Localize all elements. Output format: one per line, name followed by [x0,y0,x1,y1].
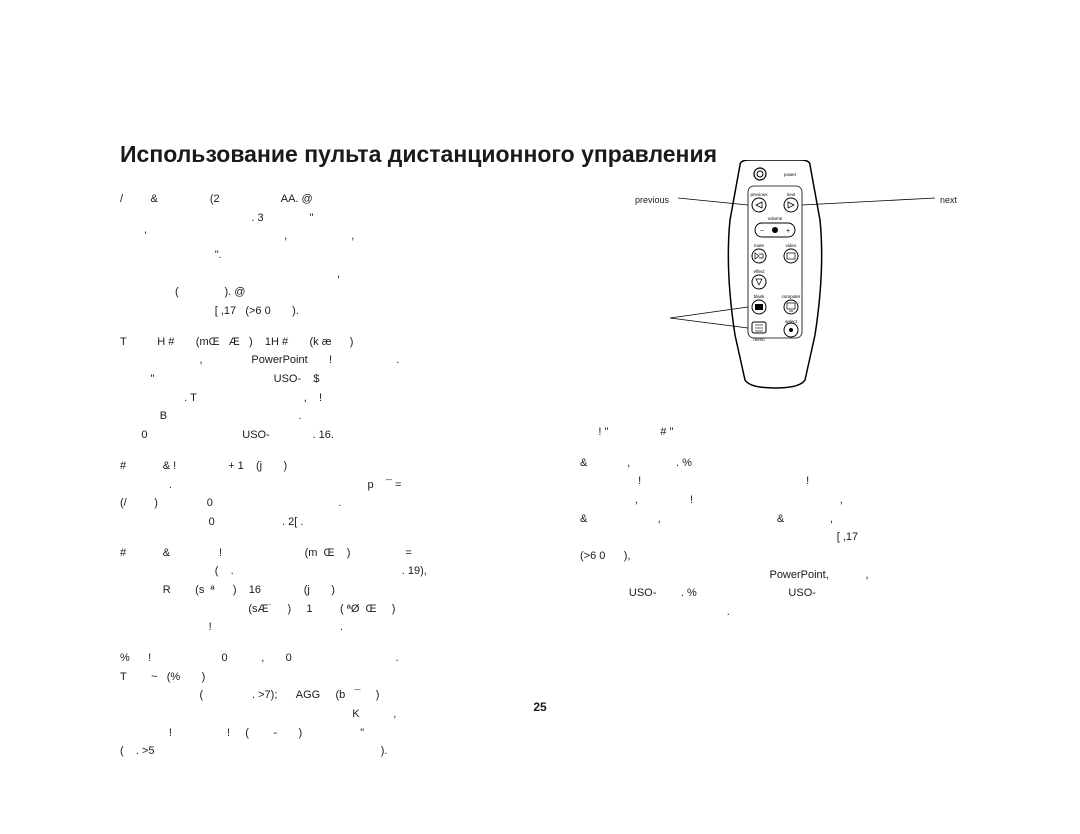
btn-label-computer: computer [782,294,801,299]
btn-label-mute: mute [754,243,765,248]
btn-label-menu: menu [753,337,765,342]
label-previous: previous [635,195,669,205]
btn-label-effect: effect [754,269,766,274]
page-number: 25 [533,700,546,714]
right-para-2: & , . % ! ! , ! , & [580,454,960,622]
content-area: / & (2 AA. @ . 3 " ' , , [120,190,960,773]
btn-label-power: power [784,172,797,177]
body-para-4: # & ! (m Œ ) = ( . . 19), [120,544,540,637]
btn-label-previous: previous [750,192,768,197]
right-para-1: ! " # " [580,423,960,442]
btn-label-blank: blank [754,294,766,299]
body-para-3: # & ! + 1 (j ) . p ¯ = (/ ) 0 [120,457,540,532]
right-text-block: ! " # " & , . % ! ! , ! [580,423,960,634]
btn-label-video: video [786,243,797,248]
btn-label-next: next [787,192,796,197]
right-column: previous next power previous next [580,190,960,773]
body-para-2: T H # (mŒ Æ ) 1H # (k æ ) , PowerPoint !… [120,333,540,445]
left-column: / & (2 AA. @ . 3 " ' , , [120,190,540,773]
body-para-1: / & (2 AA. @ . 3 " ' , , [120,190,540,321]
label-next: next [940,195,957,205]
body-para-5: % ! 0 , 0 . T ~ (% ) ( . >7); AGG (b ¯ ) [120,649,540,761]
svg-text:+: + [786,228,790,235]
btn-label-volume: volume [768,216,783,221]
remote-diagram: previous next power previous next [660,160,960,390]
svg-text:−: − [760,228,764,235]
